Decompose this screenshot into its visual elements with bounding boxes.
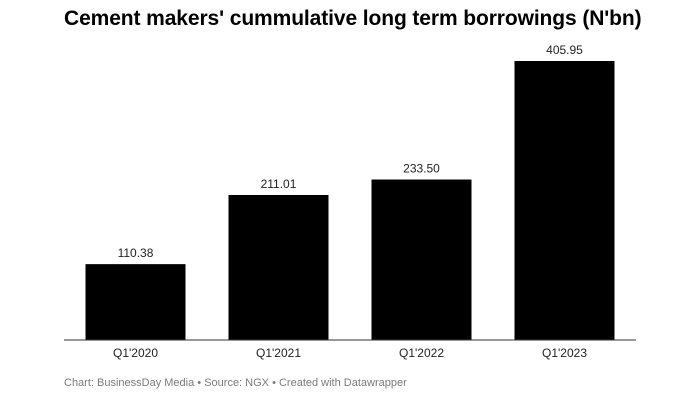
bars-group: [85, 61, 615, 340]
bar-0: [85, 264, 186, 340]
x-tick-labels-group: Q1'2020 Q1'2021 Q1'2022 Q1'2023: [113, 346, 587, 360]
chart-footer: Chart: BusinessDay Media • Source: NGX •…: [64, 377, 407, 389]
created-with: Created with Datawrapper: [278, 377, 407, 389]
bar-2: [371, 179, 472, 340]
x-tick-label-3: Q1'2023: [542, 346, 587, 360]
chart-source: Source: NGX: [204, 377, 270, 389]
x-tick-label-2: Q1'2022: [399, 346, 444, 360]
footer-separator: •: [194, 377, 205, 389]
bar-3: [514, 61, 615, 340]
value-label-3: 405.95: [546, 43, 583, 57]
value-label-2: 233.50: [403, 162, 440, 176]
chart-credit: Chart: BusinessDay Media: [64, 377, 195, 389]
bar-1: [228, 194, 329, 340]
x-tick-label-1: Q1'2021: [256, 346, 301, 360]
value-label-0: 110.38: [118, 246, 154, 260]
value-label-1: 211.01: [261, 177, 297, 191]
value-labels-group: 110.38 211.01 233.50 405.95: [118, 43, 584, 260]
x-tick-label-0: Q1'2020: [113, 346, 158, 360]
footer-separator: •: [269, 377, 279, 389]
chart-title: Cement makers' cummulative long term bor…: [64, 7, 642, 30]
